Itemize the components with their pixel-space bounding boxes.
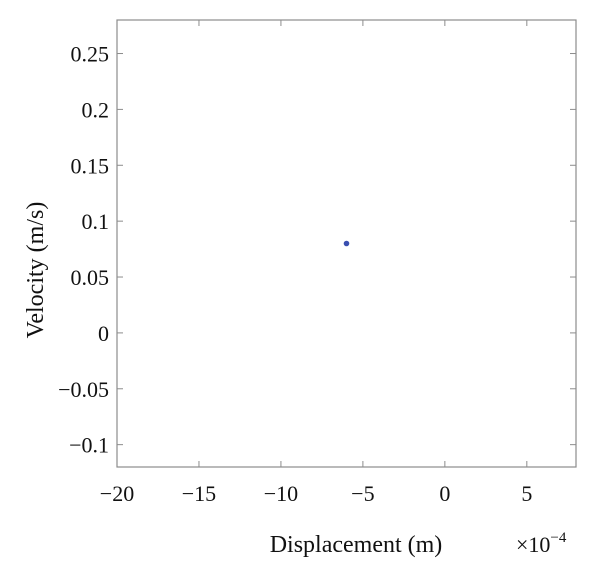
y-tick-label: −0.1	[69, 433, 109, 458]
y-tick-label: 0.05	[71, 265, 110, 290]
y-tick-label: 0.15	[71, 153, 110, 178]
x-tick-label: 5	[521, 481, 532, 506]
x-tick-label: 0	[439, 481, 450, 506]
x-exponent-base: ×10	[516, 532, 550, 557]
y-axis-title: Velocity (m/s)	[23, 202, 49, 339]
y-tick-label: 0	[98, 321, 109, 346]
y-tick-label: 0.1	[82, 209, 110, 234]
x-tick-label: −5	[351, 481, 374, 506]
y-tick-label: −0.05	[58, 377, 109, 402]
x-tick-label: −15	[182, 481, 216, 506]
y-tick-label: 0.25	[71, 42, 110, 67]
x-exponent-label: ×10−4	[516, 530, 567, 557]
x-tick-label: −20	[100, 481, 134, 506]
y-axis-ticks: 0.25 0.2 0.15 0.1 0.05 0 −0.05 −0.1	[58, 42, 576, 458]
x-exponent-power: −4	[550, 530, 566, 546]
data-points	[343, 240, 350, 247]
x-axis-ticks: −20 −15 −10 −5 0 5	[100, 20, 532, 506]
y-tick-label: 0.2	[82, 97, 110, 122]
x-axis-title: Displacement (m)	[270, 532, 443, 558]
data-point	[343, 240, 350, 247]
x-tick-label: −10	[264, 481, 298, 506]
